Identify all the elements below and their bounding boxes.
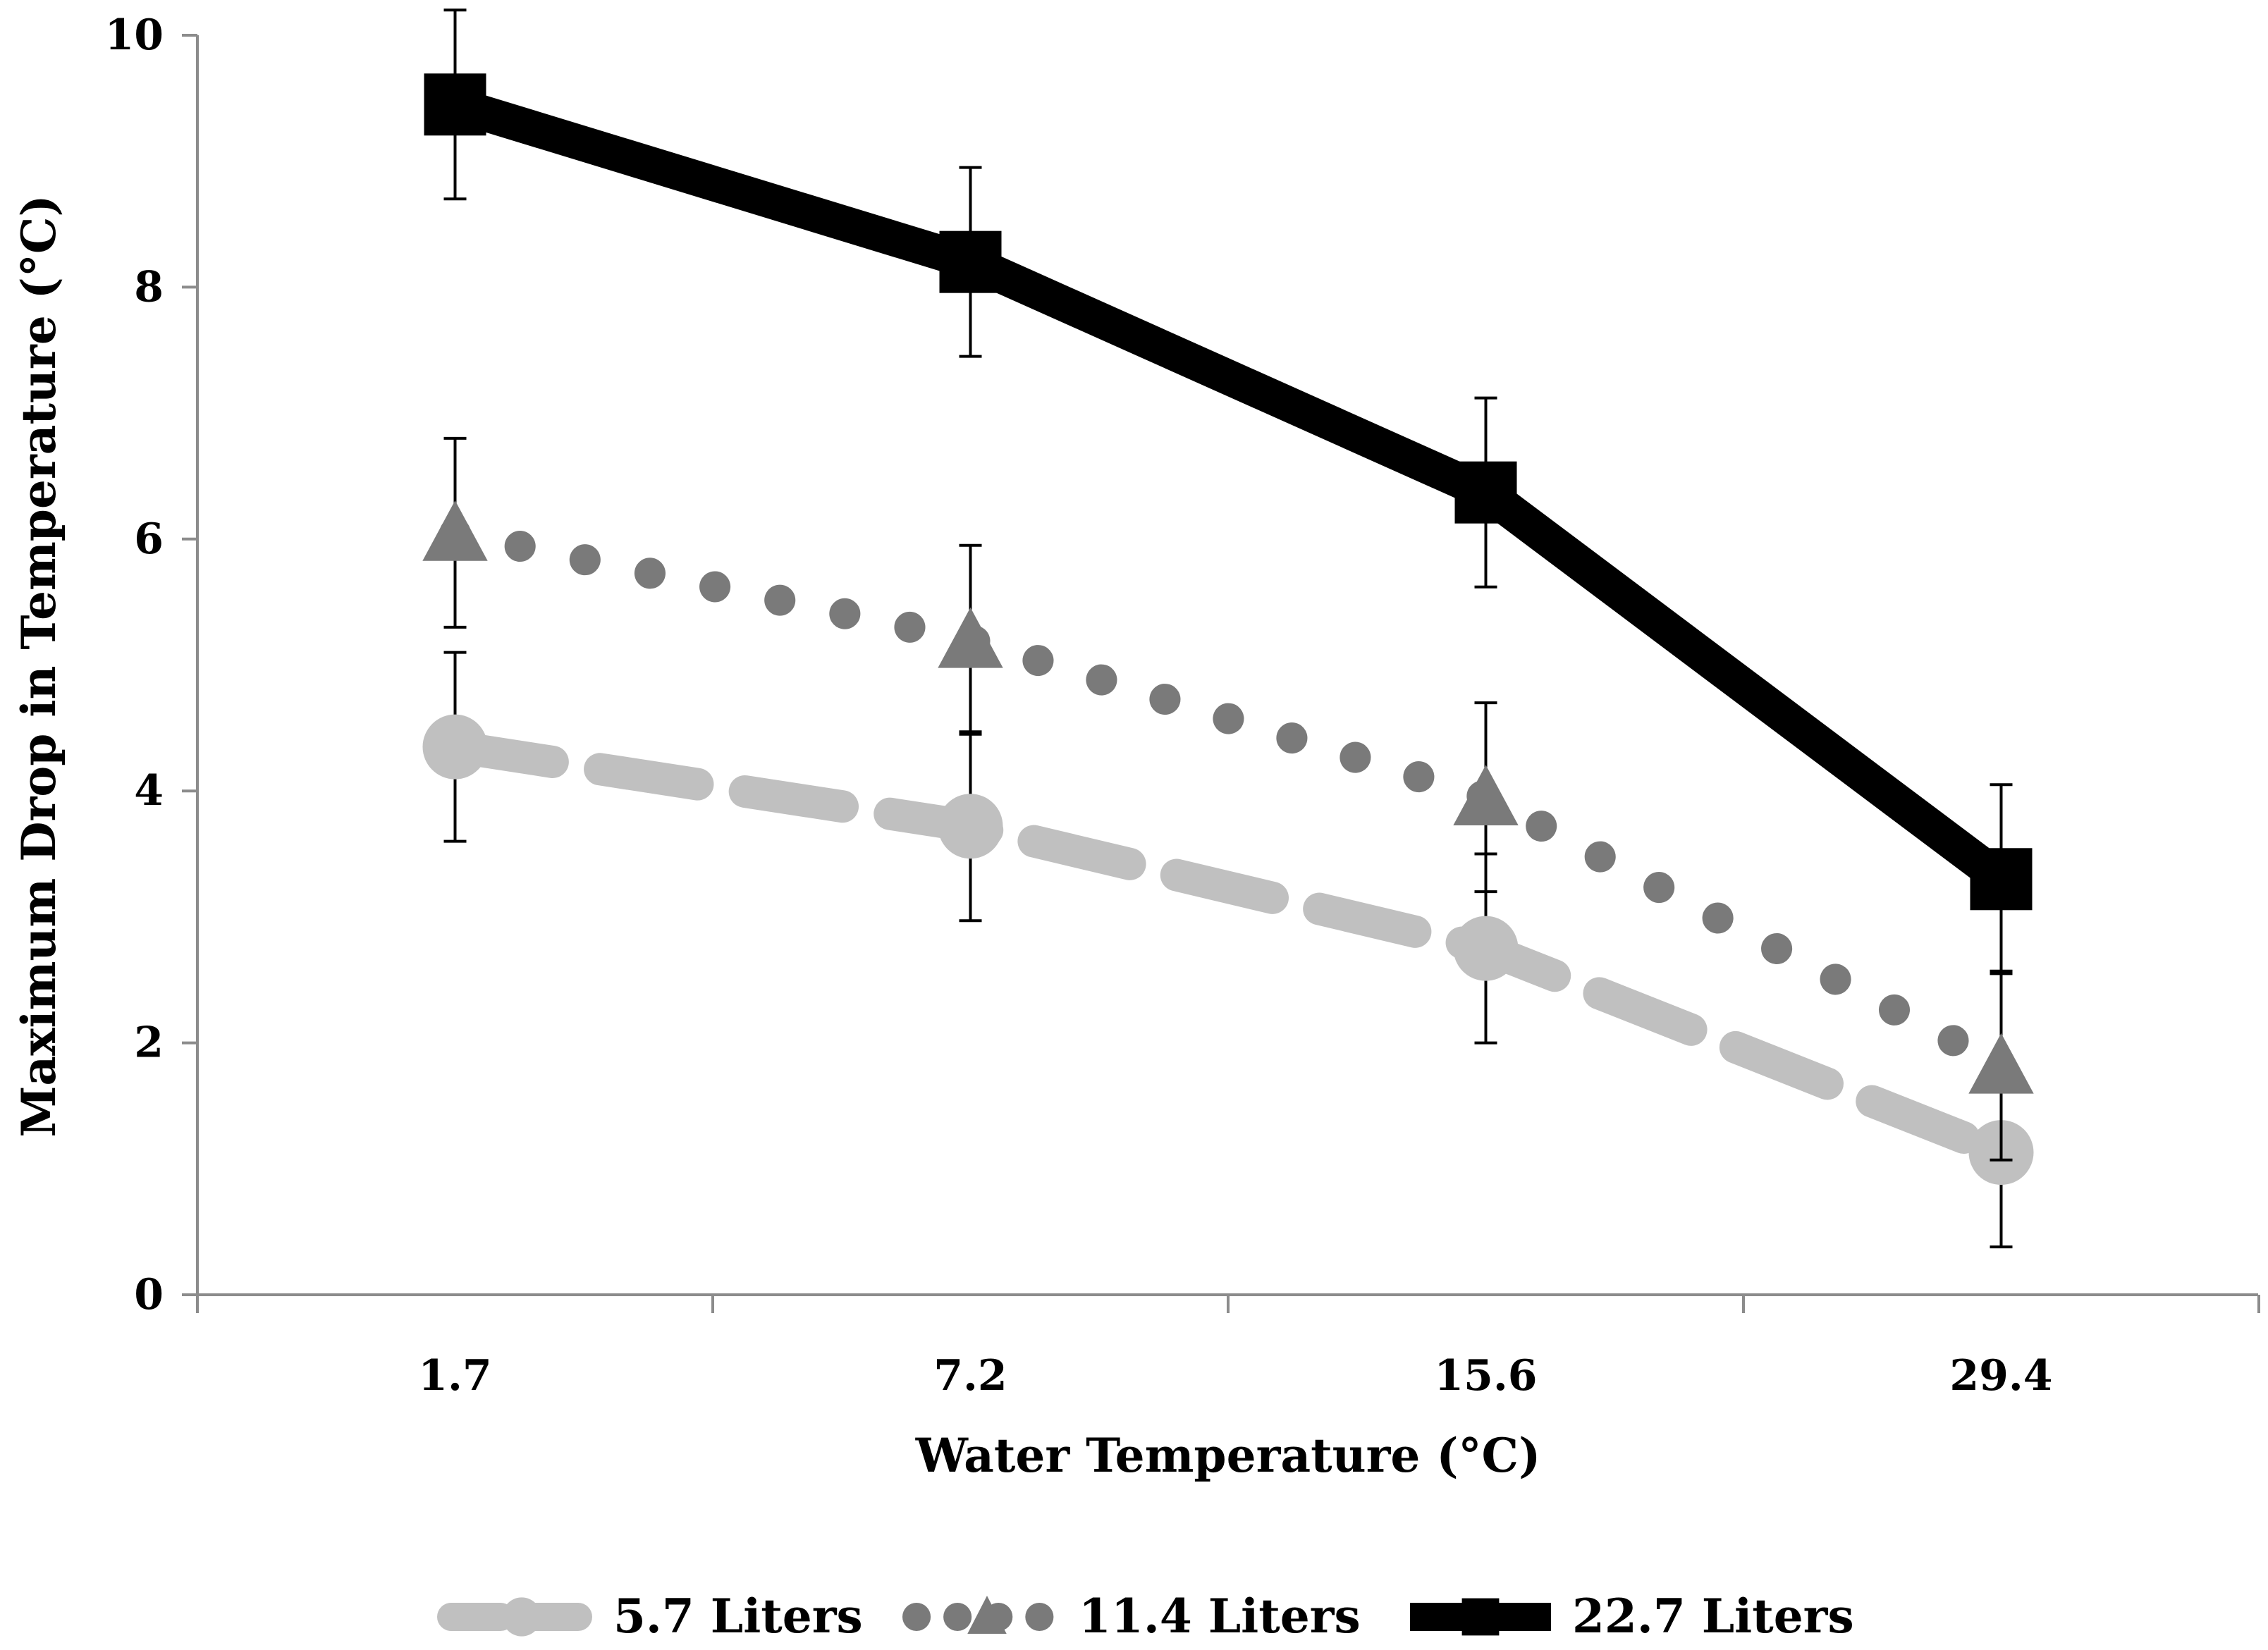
series-1 [422,651,2034,1249]
legend-swatch-marker [1461,1598,1500,1636]
data-point [938,607,1003,668]
x-tick-label: 15.6 [1434,1351,1537,1400]
axes: 0 2 4 6 8 10 1.7 7.2 15.6 29.4 [105,11,2260,1400]
data-point [1970,848,2033,911]
data-point [1454,461,1517,524]
series-2 [422,436,2034,1162]
data-point [422,500,488,561]
y-tick-label: 6 [134,515,164,564]
series-3 [424,8,2033,975]
series-line [439,730,2018,1169]
y-tick-label: 8 [134,262,164,312]
x-tick-label: 29.4 [1949,1351,2052,1400]
y-tick-label: 4 [134,766,164,815]
legend-item-3: 22.7 Liters [1410,1589,1854,1644]
legend-swatch-marker [502,1597,541,1637]
data-point [939,230,1002,293]
data-point [422,714,488,780]
data-point [1968,1033,2034,1094]
legend-label: 5.7 Liters [613,1589,863,1644]
data-point [1453,765,1519,826]
x-ticks: 1.7 7.2 15.6 29.4 [196,1295,2260,1400]
legend-label: 11.4 Liters [1079,1589,1361,1644]
legend: 5.7 Liters 11.4 Liters 22.7 Liters [437,1589,1854,1644]
data-point [1453,916,1519,981]
legend-item-1: 5.7 Liters [437,1589,863,1644]
data-point [424,73,486,136]
y-tick-label: 2 [134,1018,164,1068]
x-axis-title: Water Temperature (°C) [915,1428,1541,1483]
y-tick-label: 10 [105,11,164,60]
legend-label: 22.7 Liters [1572,1589,1854,1644]
y-tick-label: 0 [134,1270,164,1319]
series-layer [422,8,2034,1249]
y-axis-title: Maximum Drop in Temperature (°C) [11,195,66,1137]
x-tick-label: 7.2 [933,1351,1007,1400]
x-tick-label: 1.7 [418,1351,491,1400]
series-line [450,87,2012,894]
series-line [439,517,2017,1081]
legend-swatch-marker [967,1596,1007,1634]
data-point [938,794,1003,859]
legend-item-2: 11.4 Liters [902,1589,1361,1644]
y-ticks: 0 2 4 6 8 10 [105,11,197,1319]
